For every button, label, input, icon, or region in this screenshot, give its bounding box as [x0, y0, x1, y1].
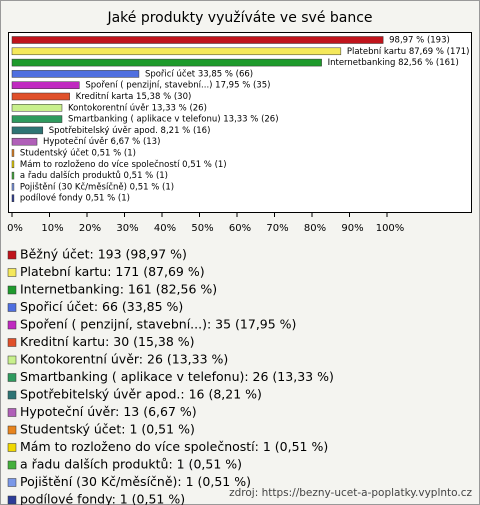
bar-label: Spoření ( penzijní, stavební...) 17,95 %… — [85, 81, 270, 91]
legend-swatch — [7, 443, 17, 452]
legend-swatch — [7, 338, 17, 347]
bar — [11, 160, 15, 169]
x-tick-label: 20% — [79, 223, 101, 234]
legend-entry: Kontokorentní úvěr: 26 (13,33 %) — [20, 352, 228, 367]
x-tick-label: 70% — [266, 223, 288, 234]
bar — [11, 115, 63, 123]
bar-label: Spotřebitelský úvěr apod. 8,21 % (16) — [49, 126, 211, 136]
legend-swatch — [7, 303, 17, 312]
bar-label: podílové fondy 0,51 % (1) — [20, 193, 130, 204]
bar — [11, 47, 342, 56]
legend-swatch — [7, 408, 17, 417]
bar-label: a řadu dalších produktů 0,51 % (1) — [20, 170, 168, 181]
chart-title: Jaké produkty využíváte ve své bance — [106, 10, 372, 26]
bar-label: Mám to rozloženo do více společností 0,5… — [20, 159, 227, 170]
bar-label: Pojištění (30 Kč/měsíčně) 0,51 % (1) — [20, 181, 174, 192]
legend-entry: podílové fondy: 1 (0,51 %) — [20, 492, 185, 505]
x-tick-label: 10% — [41, 223, 63, 234]
legend-entry: Smartbanking ( aplikace v telefonu): 26 … — [20, 369, 334, 384]
legend-entry: Studentský účet: 1 (0,51 %) — [20, 422, 195, 437]
bar — [11, 171, 15, 180]
legend-entry: Internetbanking: 161 (82,56 %) — [20, 282, 217, 297]
bar — [11, 36, 384, 44]
legend-swatch — [7, 268, 17, 277]
legend-swatch — [7, 460, 17, 470]
bar-label: Platební kartu 87,69 % (171) — [347, 47, 470, 57]
legend-entry: Pojištění (30 Kč/měsíčně): 1 (0,51 %) — [20, 474, 251, 489]
legend-entry: Běžný účet: 193 (98,97 %) — [20, 247, 187, 262]
legend-entry: Mám to rozloženo do více společností: 1 … — [20, 439, 328, 454]
bar — [11, 126, 44, 135]
bar-label: Hypoteční úvěr 6,67 % (13) — [43, 136, 160, 147]
bar-label: Smartbanking ( aplikace v telefonu) 13,3… — [68, 115, 279, 125]
bar — [11, 104, 63, 112]
legend-entry: a řadu dalších produktů: 1 (0,51 %) — [20, 457, 242, 472]
legend-swatch — [7, 373, 17, 382]
source: zdroj: https://bezny-ucet-a-poplatky.vyp… — [229, 487, 472, 499]
bar-label: Spořicí účet 33,85 % (66) — [145, 68, 253, 79]
bar — [11, 137, 38, 146]
bar-label: Kreditní karta 15,38 % (30) — [76, 92, 192, 102]
x-tick-label: 50% — [191, 223, 213, 234]
legend-swatch — [7, 478, 17, 487]
bar-label: Internetbanking 82,56 % (161) — [328, 58, 459, 68]
bar — [11, 183, 15, 191]
legend-entry: Hypoteční úvěr: 13 (6,67 %) — [20, 404, 197, 419]
legend-entry: Kreditní kartu: 30 (15,38 %) — [20, 334, 195, 349]
legend-swatch — [7, 390, 17, 400]
legend-swatch — [7, 355, 17, 365]
bar-label: Studentský účet 0,51 % (1) — [20, 148, 136, 159]
legend-swatch — [7, 250, 17, 260]
bar — [11, 70, 140, 78]
legend-swatch — [7, 285, 17, 295]
x-tick-label: 30% — [116, 223, 138, 234]
x-tick-label: 90% — [341, 223, 363, 234]
x-tick-label: 60% — [229, 223, 251, 234]
bar — [11, 58, 322, 67]
legend-entry: Spoření ( penzijní, stavební...): 35 (17… — [20, 317, 296, 332]
bar — [11, 194, 15, 202]
x-tick-label: 100% — [376, 223, 405, 234]
legend-swatch — [7, 320, 17, 330]
bar-label: Kontokorentní úvěr 13,33 % (26) — [68, 103, 207, 113]
x-tick-label: 80% — [304, 223, 326, 234]
legend-entry: Platební kartu: 171 (87,69 %) — [20, 264, 205, 279]
legend-entry: Spotřebitelský úvěr apod.: 16 (8,21 %) — [20, 387, 262, 402]
bar — [11, 149, 15, 157]
bar — [11, 81, 80, 89]
legend-swatch — [7, 425, 17, 435]
legend-entry: Spořicí účet: 66 (33,85 %) — [20, 299, 183, 314]
x-tick-label: 40% — [154, 223, 176, 234]
bar — [11, 92, 70, 101]
x-tick-label: 0% — [7, 223, 23, 234]
bar-label: 98,97 % (193) — [389, 36, 450, 46]
legend-swatch — [7, 495, 17, 505]
